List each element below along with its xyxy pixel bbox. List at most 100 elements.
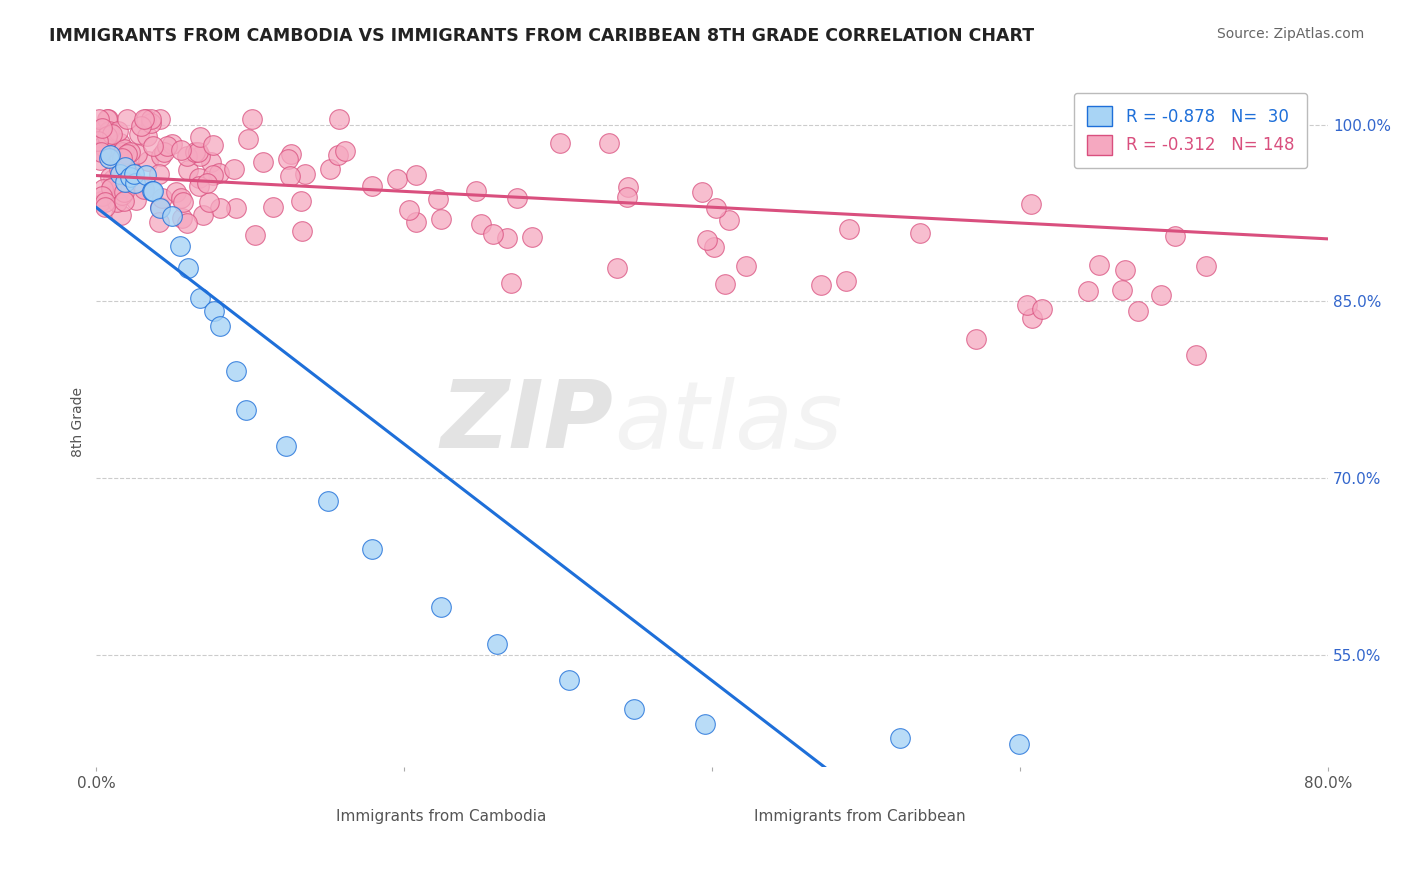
Point (506, 191, 529, 205)
Point (695, 716, 717, 731)
Point (101, 172, 124, 186)
Point (606, 260, 628, 275)
Point (124, 177, 146, 191)
Point (713, 277, 735, 292)
Point (87, 134, 110, 148)
Point (838, 222, 860, 236)
Point (224, 162, 246, 177)
Point (1021, 311, 1043, 326)
Point (236, 131, 259, 145)
Point (98, 148, 121, 162)
Point (294, 167, 316, 181)
Point (470, 218, 492, 232)
Point (170, 144, 193, 158)
Point (139, 112, 162, 126)
Point (910, 226, 932, 240)
Point (132, 112, 155, 126)
Point (187, 145, 209, 160)
Point (735, 259, 758, 273)
Point (703, 239, 725, 253)
Point (170, 211, 193, 225)
Point (115, 112, 138, 126)
Point (132, 181, 155, 195)
Point (90, 145, 112, 160)
Point (201, 138, 224, 153)
Point (209, 202, 232, 216)
Point (1031, 302, 1053, 317)
Point (316, 493, 339, 508)
Point (616, 179, 638, 194)
Point (195, 176, 218, 190)
Text: ZIP: ZIP (441, 376, 613, 468)
Point (94, 200, 117, 214)
Point (111, 188, 134, 202)
Point (117, 166, 139, 180)
Point (1185, 348, 1208, 362)
Point (1114, 263, 1136, 277)
Point (1019, 197, 1042, 211)
Point (1164, 229, 1187, 244)
Point (141, 116, 163, 130)
Point (128, 127, 150, 141)
Point (200, 154, 222, 169)
Point (98, 124, 121, 138)
Point (207, 166, 229, 180)
Point (485, 637, 508, 651)
Point (112, 185, 135, 199)
Point (1008, 737, 1031, 751)
Point (717, 213, 740, 227)
Point (430, 212, 453, 227)
Point (156, 139, 179, 153)
Point (835, 274, 858, 288)
Point (100, 181, 122, 195)
Point (548, 136, 571, 150)
Point (965, 332, 987, 346)
Point (187, 179, 209, 194)
Point (430, 599, 453, 614)
Point (135, 168, 157, 182)
Point (1077, 285, 1099, 299)
Point (385, 172, 408, 186)
Point (558, 673, 581, 688)
Point (188, 130, 211, 145)
Point (90, 120, 112, 135)
Point (172, 194, 194, 209)
Point (142, 185, 165, 199)
Point (188, 149, 211, 163)
Text: Immigrants from Caribbean: Immigrants from Caribbean (754, 809, 966, 823)
Legend: R = -0.878   N=  30, R = -0.312   N= 148: R = -0.878 N= 30, R = -0.312 N= 148 (1074, 93, 1308, 169)
Point (142, 139, 165, 153)
Point (262, 200, 284, 214)
Point (225, 364, 247, 378)
Point (100, 181, 122, 195)
Point (149, 112, 172, 126)
Point (187, 171, 209, 186)
Point (276, 439, 298, 453)
Point (1126, 304, 1149, 318)
Point (520, 230, 543, 244)
Point (98, 151, 121, 165)
Point (153, 145, 176, 160)
Point (101, 144, 124, 158)
Point (110, 181, 132, 195)
Point (105, 194, 128, 209)
Point (225, 201, 247, 215)
Point (482, 227, 505, 242)
Point (135, 112, 157, 126)
Point (598, 136, 620, 150)
Point (149, 200, 172, 214)
Point (97, 125, 120, 139)
Point (96, 129, 118, 144)
Point (398, 202, 420, 217)
Point (465, 184, 488, 198)
Point (208, 319, 231, 334)
Point (122, 167, 145, 181)
Point (277, 153, 299, 167)
Point (114, 174, 136, 188)
Point (616, 190, 638, 204)
Point (129, 119, 152, 133)
Point (328, 112, 350, 126)
Text: Source: ZipAtlas.com: Source: ZipAtlas.com (1216, 27, 1364, 41)
Point (112, 194, 135, 208)
Point (150, 149, 173, 163)
